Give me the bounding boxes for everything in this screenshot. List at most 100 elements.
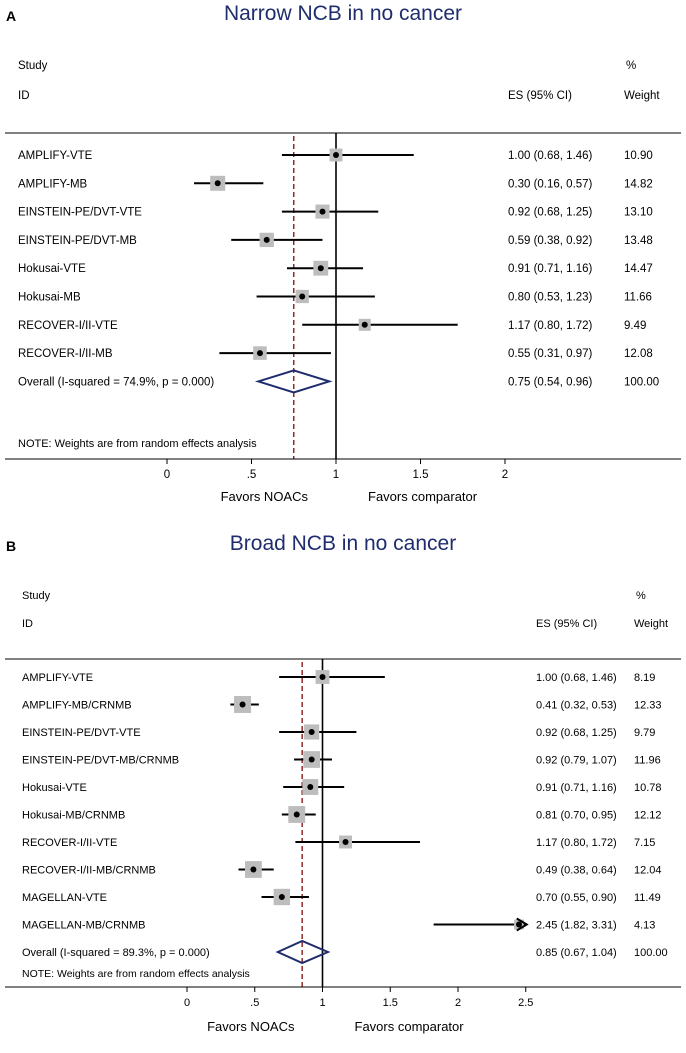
point-estimate xyxy=(308,729,315,735)
es-ci-value: 0.59 (0.38, 0.92) xyxy=(508,235,593,247)
x-tick-label: 0 xyxy=(184,997,190,1009)
point-estimate xyxy=(515,921,522,928)
study-label: Hokusai-VTE xyxy=(22,782,87,794)
forest-plot-a: Study ID ES (95% CI)% Weight AMPLIFY-VTE 1.00… xyxy=(5,60,681,504)
favors-right-label: Favors comparator xyxy=(355,1019,465,1034)
overall-weight: 100.00 xyxy=(634,947,668,959)
weight-value: 10.90 xyxy=(624,150,653,162)
header-es: ES (95% CI) xyxy=(508,90,572,102)
point-estimate xyxy=(317,265,324,272)
point-estimate xyxy=(319,674,326,680)
es-ci-value: 0.70 (0.55, 0.90) xyxy=(536,892,617,904)
es-ci-value: 0.92 (0.68, 1.25) xyxy=(536,727,617,739)
weight-value: 7.15 xyxy=(634,837,655,849)
weight-value: 12.08 xyxy=(624,348,653,360)
overall-weight: 100.00 xyxy=(624,376,659,388)
x-tick-label: 1 xyxy=(333,469,339,481)
study-label: MAGELLAN-VTE xyxy=(22,892,107,904)
weight-value: 13.10 xyxy=(624,207,653,219)
study-label: EINSTEIN-PE/DVT-MB xyxy=(18,235,137,247)
header-weight: Weight xyxy=(634,618,668,630)
weight-value: 10.78 xyxy=(634,782,662,794)
study-label: RECOVER-I/II-MB/CRNMB xyxy=(22,865,156,877)
weight-value: 8.19 xyxy=(634,672,655,684)
es-ci-value: 0.91 (0.71, 1.16) xyxy=(508,263,593,275)
weight-value: 14.47 xyxy=(624,263,653,275)
point-estimate xyxy=(256,350,263,357)
weight-value: 12.04 xyxy=(634,865,662,877)
overall-diamond xyxy=(275,939,331,965)
point-estimate xyxy=(299,293,306,300)
study-label: AMPLIFY-VTE xyxy=(22,672,93,684)
study-label: AMPLIFY-VTE xyxy=(18,150,93,162)
header-percent: % xyxy=(626,60,636,72)
study-label: MAGELLAN-MB/CRNMB xyxy=(22,920,145,932)
study-label: EINSTEIN-PE/DVT-VTE xyxy=(22,727,141,739)
header-study: Study xyxy=(18,60,48,72)
es-ci-value: 0.92 (0.68, 1.25) xyxy=(508,207,593,219)
header-es: ES (95% CI) xyxy=(536,618,597,630)
study-label: EINSTEIN-PE/DVT-VTE xyxy=(18,207,142,219)
weight-value: 11.49 xyxy=(634,892,661,904)
forest-plot-b: Study ID ES (95% CI)% Weight AMPLIFY-VTE 1.00… xyxy=(5,590,681,1034)
point-estimate xyxy=(308,756,315,763)
study-label: Hokusai-VTE xyxy=(18,263,86,275)
weight-value: 12.33 xyxy=(634,700,662,712)
es-ci-value: 1.00 (0.68, 1.46) xyxy=(536,672,617,684)
point-estimate xyxy=(361,321,368,328)
weight-value: 11.96 xyxy=(634,755,661,767)
point-estimate xyxy=(342,839,349,845)
panel-label: A xyxy=(6,8,17,24)
overall-label: Overall (I-squared = 74.9%, p = 0.000) xyxy=(18,376,214,388)
weights-note: NOTE: Weights are from random effects an… xyxy=(18,438,257,450)
study-label: RECOVER-I/II-VTE xyxy=(18,320,118,332)
weight-value: 11.66 xyxy=(624,292,652,304)
overall-es-ci: 0.75 (0.54, 0.96) xyxy=(508,376,593,388)
es-ci-value: 2.45 (1.82, 3.31) xyxy=(536,920,617,932)
es-ci-value: 0.80 (0.53, 1.23) xyxy=(508,292,593,304)
forest-plot-panel-a: A Narrow NCB in no cancer Study ID ES (95%… xyxy=(0,0,686,520)
point-estimate xyxy=(319,208,326,215)
es-ci-value: 0.41 (0.32, 0.53) xyxy=(536,700,617,712)
x-tick-label: 0 xyxy=(164,469,170,481)
study-label: RECOVER-I/II-MB xyxy=(18,348,113,360)
weight-value: 9.79 xyxy=(634,727,655,739)
point-estimate xyxy=(239,701,246,708)
point-estimate xyxy=(250,866,257,873)
point-estimate xyxy=(307,784,314,790)
point-estimate xyxy=(278,894,285,900)
favors-left-label: Favors NOACs xyxy=(221,489,309,504)
weights-note: NOTE: Weights are from random effects an… xyxy=(22,968,250,980)
weight-value: 13.48 xyxy=(624,235,653,247)
point-estimate xyxy=(214,180,221,187)
weight-value: 12.12 xyxy=(634,810,662,822)
study-label: AMPLIFY-MB xyxy=(18,178,88,190)
es-ci-value: 0.81 (0.70, 0.95) xyxy=(536,810,617,822)
study-label: EINSTEIN-PE/DVT-MB/CRNMB xyxy=(22,755,179,767)
point-estimate xyxy=(333,152,339,158)
overall-diamond xyxy=(254,369,333,394)
favors-right-label: Favors comparator xyxy=(368,489,478,504)
es-ci-value: 0.91 (0.71, 1.16) xyxy=(536,782,617,794)
study-label: AMPLIFY-MB/CRNMB xyxy=(22,700,132,712)
x-tick-label: 1.5 xyxy=(413,469,429,481)
panel-label: B xyxy=(6,538,17,554)
chart-title: Broad NCB in no cancer xyxy=(229,532,457,555)
weight-value: 14.82 xyxy=(624,178,653,190)
x-tick-label: 1.5 xyxy=(383,997,398,1009)
es-ci-value: 0.92 (0.79, 1.07) xyxy=(536,755,617,767)
x-tick-label: .5 xyxy=(247,469,257,481)
es-ci-value: 1.17 (0.80, 1.72) xyxy=(536,837,617,849)
point-estimate xyxy=(293,811,300,818)
forest-plot-panel-b: B Broad NCB in no cancer Study ID ES (95% … xyxy=(0,530,686,1053)
es-ci-value: 0.30 (0.16, 0.57) xyxy=(508,178,593,190)
study-label: Hokusai-MB xyxy=(18,292,81,304)
study-label: RECOVER-I/II-VTE xyxy=(22,837,117,849)
study-label: Hokusai-MB/CRNMB xyxy=(22,810,125,822)
ci-arrow-right xyxy=(516,917,529,932)
x-tick-label: .5 xyxy=(250,997,259,1009)
overall-label: Overall (I-squared = 89.3%, p = 0.000) xyxy=(22,947,210,959)
x-tick-label: 2 xyxy=(502,469,508,481)
header-percent: % xyxy=(636,590,646,602)
overall-es-ci: 0.85 (0.67, 1.04) xyxy=(536,947,617,959)
